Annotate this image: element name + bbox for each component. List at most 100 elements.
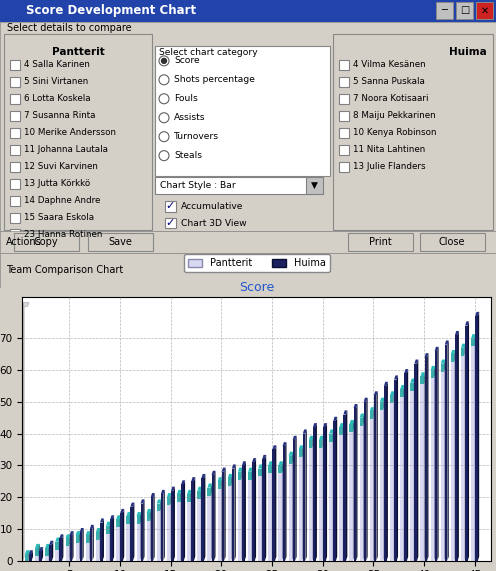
Polygon shape	[447, 340, 449, 561]
Polygon shape	[380, 402, 383, 410]
Polygon shape	[39, 544, 40, 556]
Polygon shape	[262, 464, 263, 561]
Text: Select chart category: Select chart category	[159, 49, 257, 57]
Polygon shape	[303, 429, 307, 433]
Polygon shape	[39, 547, 43, 551]
Polygon shape	[370, 411, 373, 561]
Text: 4 Vilma Kesänen: 4 Vilma Kesänen	[353, 61, 426, 69]
Text: ✓: ✓	[166, 218, 175, 228]
Polygon shape	[35, 548, 39, 556]
Text: Chart 3D View: Chart 3D View	[181, 219, 247, 228]
Text: Accumulative: Accumulative	[181, 202, 244, 211]
Polygon shape	[299, 445, 304, 449]
Polygon shape	[319, 440, 322, 448]
Circle shape	[162, 58, 167, 63]
Polygon shape	[360, 413, 365, 418]
Circle shape	[159, 112, 169, 123]
Polygon shape	[69, 534, 70, 561]
Polygon shape	[451, 350, 456, 354]
Polygon shape	[204, 474, 205, 561]
Polygon shape	[222, 472, 224, 561]
Text: Team Comparison Chart: Team Comparison Chart	[6, 266, 123, 275]
FancyBboxPatch shape	[0, 22, 496, 231]
Polygon shape	[292, 452, 294, 561]
Polygon shape	[32, 550, 33, 561]
FancyBboxPatch shape	[10, 77, 20, 87]
Polygon shape	[400, 389, 404, 561]
Polygon shape	[39, 544, 40, 561]
Polygon shape	[28, 550, 30, 561]
Title: Score: Score	[239, 282, 274, 295]
Polygon shape	[25, 554, 28, 562]
Polygon shape	[471, 338, 475, 346]
Polygon shape	[160, 500, 162, 512]
Polygon shape	[194, 477, 195, 561]
FancyBboxPatch shape	[88, 234, 153, 251]
Polygon shape	[464, 344, 466, 561]
Polygon shape	[282, 461, 283, 473]
Polygon shape	[421, 372, 425, 376]
Polygon shape	[60, 534, 63, 538]
Polygon shape	[90, 525, 94, 529]
Polygon shape	[410, 383, 414, 561]
Polygon shape	[367, 397, 368, 561]
Polygon shape	[62, 534, 63, 561]
Polygon shape	[363, 413, 365, 561]
FancyBboxPatch shape	[165, 218, 176, 228]
Text: ✓: ✓	[166, 201, 175, 211]
Polygon shape	[222, 468, 226, 472]
Polygon shape	[218, 481, 221, 489]
Polygon shape	[79, 531, 80, 543]
Polygon shape	[76, 535, 79, 543]
Polygon shape	[171, 491, 174, 561]
Polygon shape	[258, 469, 262, 561]
Polygon shape	[455, 331, 459, 335]
Polygon shape	[414, 379, 415, 391]
Polygon shape	[414, 364, 417, 561]
Polygon shape	[238, 468, 243, 472]
Polygon shape	[151, 497, 153, 561]
FancyBboxPatch shape	[306, 176, 323, 194]
Text: 5 Sanna Puskala: 5 Sanna Puskala	[353, 77, 425, 86]
Polygon shape	[283, 447, 285, 561]
Polygon shape	[28, 550, 30, 562]
Polygon shape	[299, 449, 302, 457]
Polygon shape	[76, 535, 79, 561]
Polygon shape	[136, 516, 140, 524]
Text: 6 Lotta Koskela: 6 Lotta Koskela	[24, 94, 91, 103]
Polygon shape	[333, 429, 334, 561]
Polygon shape	[333, 421, 336, 561]
Polygon shape	[23, 302, 24, 561]
Polygon shape	[370, 411, 373, 419]
FancyBboxPatch shape	[10, 128, 20, 138]
Polygon shape	[248, 472, 251, 480]
Polygon shape	[289, 456, 292, 561]
Polygon shape	[113, 515, 114, 561]
Text: ▼: ▼	[311, 180, 318, 190]
Polygon shape	[461, 344, 466, 348]
Polygon shape	[150, 509, 151, 521]
Polygon shape	[454, 350, 456, 561]
Polygon shape	[120, 515, 121, 561]
FancyBboxPatch shape	[344, 44, 351, 51]
Polygon shape	[167, 493, 172, 497]
Polygon shape	[181, 490, 182, 502]
Polygon shape	[90, 529, 92, 561]
Polygon shape	[343, 423, 344, 435]
Polygon shape	[383, 397, 385, 561]
Text: ─: ─	[441, 6, 447, 15]
Polygon shape	[425, 353, 429, 357]
Polygon shape	[431, 366, 435, 370]
Polygon shape	[147, 513, 150, 561]
FancyBboxPatch shape	[16, 36, 23, 43]
Polygon shape	[364, 397, 368, 402]
Polygon shape	[136, 512, 141, 516]
FancyBboxPatch shape	[10, 179, 20, 188]
Polygon shape	[151, 493, 155, 497]
FancyBboxPatch shape	[353, 36, 360, 43]
Polygon shape	[99, 528, 101, 540]
Polygon shape	[475, 334, 476, 561]
Text: 14 Daphne Andre: 14 Daphne Andre	[24, 196, 100, 205]
Polygon shape	[363, 413, 365, 425]
Text: 5 Sini Virtanen: 5 Sini Virtanen	[24, 77, 88, 86]
